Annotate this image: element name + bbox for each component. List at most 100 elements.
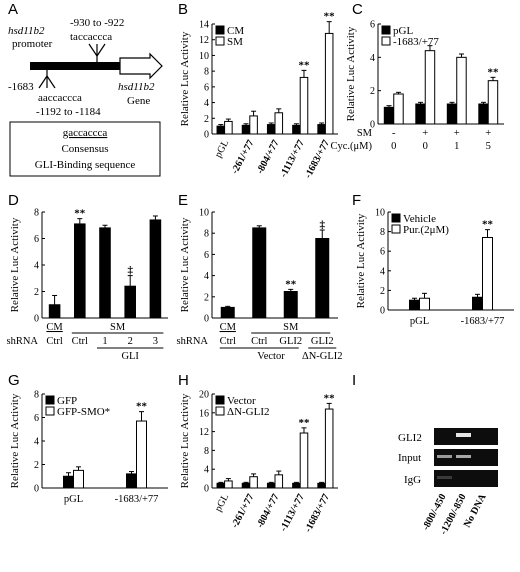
legend-label-b-0: CM [227,25,244,37]
bar-b-0-1 [224,120,233,135]
y-tick-label-b-4: 8 [204,67,209,78]
row-value-c-0-2: + [454,128,460,139]
bar-b-4-1 [324,32,334,135]
x-tick-label-d-1: Ctrl [72,336,88,347]
site2-range: -1192 to -1184 [36,106,101,118]
consensus-label: Consensus [61,143,108,155]
site2-marker-b [46,75,56,89]
y-tick-label-f-2: 4 [380,266,385,277]
bar-h-0-1 [224,480,233,489]
y-tick-label-d-2: 4 [34,261,39,272]
y-tick-label-b-3: 6 [204,82,209,93]
x-tick-label-d-2: 1 [102,336,107,347]
bar-f-1-0 [472,296,483,311]
gel-row-label-input: Input [398,452,421,464]
bar-e-2 [283,291,298,319]
gel-strip-igg [434,470,498,487]
promoter-word: promoter [12,38,53,50]
y-tick-label-d-3: 6 [34,234,39,245]
gene-word: Gene [127,95,150,107]
group-vector-e: Vector [257,351,285,362]
y-tick-label-b-6: 12 [199,35,209,46]
sig-marker-d-3: ‡ [127,265,133,277]
group-cm-e: CM [220,322,237,333]
y-tick-label-d-0: 0 [34,314,39,325]
row-label-shrna-d: shRNA [6,336,38,347]
x-tick-label-h-1: -261/+77 [229,492,256,530]
bar-b-3-0 [292,124,301,135]
bar-b-1-1 [249,115,258,135]
y-tick-label-b-2: 4 [204,98,209,109]
bar-e-0 [220,306,235,319]
chart-e: Relative Luc Activity 0 2 4 6 8 10 ** ‡ CM SM shRNA… [176,208,342,363]
row-label-shrna-e: shRNA [176,336,208,347]
y-tick-label-g-1: 2 [34,460,39,471]
bar-h-4-0 [317,482,326,489]
y-tick-label-e-2: 4 [204,271,209,282]
sig-marker-g-3: ** [136,401,148,413]
panel-letter-a: A [8,1,18,18]
panel-letter-d: D [8,192,19,209]
site1-range: -930 to -922 [70,17,124,29]
x-tick-label-g-1: -1683/+77 [115,494,159,505]
chart-d: Relative Luc Activity 0 2 4 6 8 ** ‡ CM SM shRNA Ct… [6,208,168,362]
legend-swatch-b-0 [215,25,225,35]
left-position: -1683 [8,81,34,93]
bar-b-2-1 [274,112,284,135]
bar-c-2-1 [456,56,467,125]
sig-marker-f-3: ** [482,219,494,231]
row-label-c-0: SM [357,128,373,139]
y-tick-label-f-4: 8 [380,227,385,238]
legend-label-f-0: Vehicle [403,213,436,225]
y-tick-label-c-0: 0 [370,120,375,131]
x-tick-label-f-1: -1683/+77 [461,316,505,327]
y-axis-label-e: Relative Luc Activity [179,217,191,312]
y-tick-label-g-3: 6 [34,413,39,424]
panel-letter-b: B [178,1,188,18]
group-dn-e: ΔN-GLI2 [302,351,343,362]
promoter-bar [30,62,120,70]
x-tick-label-d-3: 2 [128,336,133,347]
bar-b-3-1 [299,76,309,135]
y-tick-label-f-0: 0 [380,306,385,317]
x-tick-label-h-4: -1683/+77 [303,492,332,534]
gel-row-label-igg: IgG [404,474,421,486]
x-tick-label-b-1: -261/+77 [229,138,256,176]
y-tick-label-b-0: 0 [204,130,209,141]
panel-letter-e: E [178,192,188,209]
y-axis-label-d: Relative Luc Activity [9,217,21,312]
gel-row-label-gli2: GLI2 [398,432,422,444]
bar-d-0 [48,304,61,319]
x-tick-label-h-0: pGL [213,492,231,513]
site1-seq: taccaccca [70,31,112,43]
bar-c-1-0 [415,103,426,125]
group-cm-d: CM [46,322,63,333]
y-axis-label-c: Relative Luc Activity [345,26,357,121]
y-tick-label-e-4: 8 [204,229,209,240]
bar-g-1-1 [136,420,147,489]
legend-swatch-g-0 [45,395,55,405]
sig-marker-h-7: ** [298,417,310,429]
panel-letter-f: F [352,192,361,209]
y-tick-label-e-0: 0 [204,314,209,325]
y-axis-label-f: Relative Luc Activity [355,213,367,308]
chart-c: Relative Luc Activity 0 2 4 6 ** pGL-1683/+77 S… [331,20,504,152]
bar-c-3-1 [487,80,499,125]
y-axis-label-g: Relative Luc Activity [9,393,21,488]
x-tick-label-e-0: Ctrl [220,336,236,347]
x-tick-label-d-4: 3 [153,336,158,347]
bar-f-1-1 [482,236,493,311]
y-tick-label-h-0: 0 [204,484,209,495]
bar-b-0-0 [216,125,226,135]
legend-swatch-h-0 [215,395,225,405]
bar-h-2-1 [274,474,284,489]
y-tick-label-c-1: 2 [370,86,375,97]
consensus-desc: GLI-Binding sequence [35,159,136,171]
chart-b: Relative Luc Activity 0 2 4 6 8 10 12 14 ** ** CMSM… [179,11,338,180]
row-value-c-1-0: 0 [391,141,396,152]
y-tick-label-e-1: 2 [204,292,209,303]
y-tick-label-b-7: 14 [199,20,209,31]
legend-label-b-1: SM [227,36,243,48]
row-value-c-1-1: 0 [423,141,428,152]
